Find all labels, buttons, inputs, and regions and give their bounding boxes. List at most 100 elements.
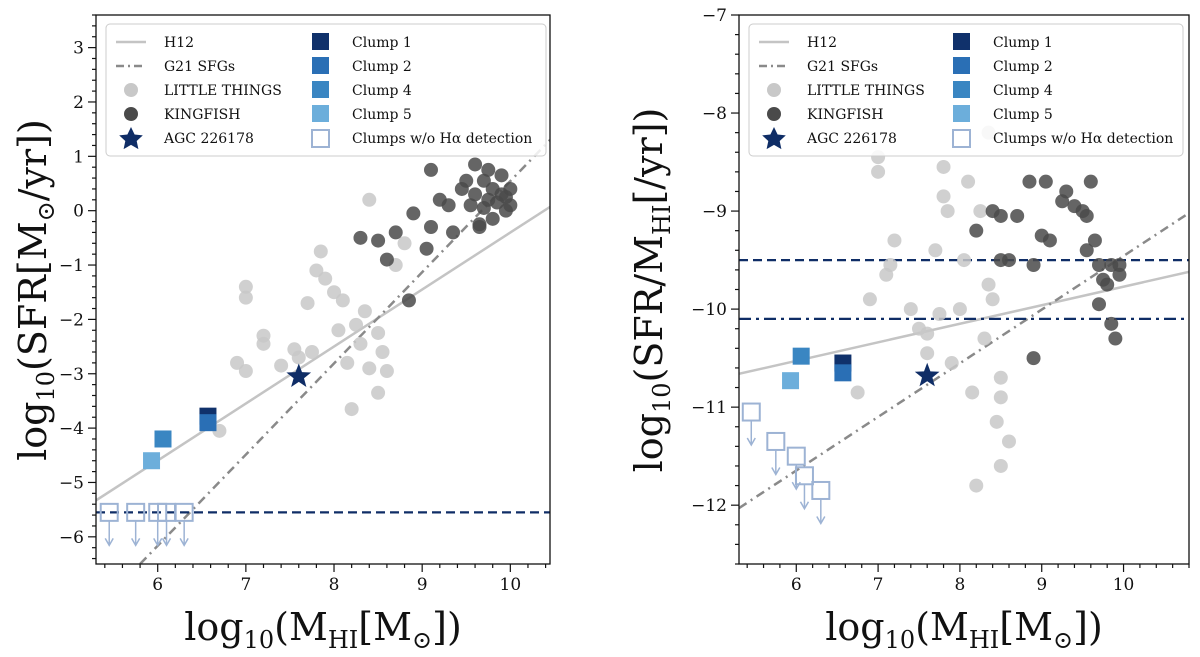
- right-little-things-point: [920, 326, 935, 341]
- left-h12-line: [96, 205, 550, 502]
- left-y-tick-label: −2: [59, 310, 84, 330]
- right-x-tick-label: 6: [791, 575, 802, 595]
- left-little-things-point: [230, 355, 245, 370]
- left-legend-little-things-marker: [124, 83, 138, 97]
- left-legend: H12 G21 SFGs LITTLE THINGS KINGFISH AGC …: [105, 23, 547, 157]
- right-legend-nodet-marker: [952, 129, 971, 148]
- right-little-things-point: [887, 233, 902, 248]
- right-little-things-point: [862, 292, 877, 307]
- left-kingfish-point: [423, 219, 438, 234]
- right-little-things-point: [977, 331, 992, 346]
- left-little-things-point: [362, 361, 377, 376]
- right-agc226178-star: [914, 362, 940, 387]
- right-little-things-point: [928, 243, 943, 258]
- right-little-things-point: [993, 370, 1008, 385]
- right-x-axis-label: log10(MHI[M⊙]): [825, 605, 1103, 653]
- left-y-tick-label: 2: [73, 93, 84, 113]
- right-little-things-point: [871, 164, 886, 179]
- left-kingfish-point: [463, 198, 478, 213]
- right-kingfish-point: [1026, 257, 1041, 272]
- right-little-things-point: [969, 478, 984, 493]
- right-x-tick-label: 7: [873, 575, 884, 595]
- left-little-things-point: [379, 364, 394, 379]
- left-legend-clump2-label: Clump 2: [352, 59, 412, 75]
- right-little-things-point: [993, 458, 1008, 473]
- left-kingfish-point: [441, 198, 456, 213]
- left-little-things-point: [291, 350, 306, 365]
- right-kingfish-point: [1026, 351, 1041, 366]
- left-legend-h12-label: H12: [164, 35, 194, 51]
- right-y-tick-label: −11: [691, 398, 727, 418]
- left-little-things-point: [331, 323, 346, 338]
- left-little-things-point: [349, 317, 364, 332]
- right-y-tick-label: −8: [702, 104, 727, 124]
- left-little-things-point: [313, 244, 328, 259]
- left-plot-data: [96, 139, 550, 564]
- left-upper-limit-arrowhead: [131, 537, 141, 547]
- left-little-things-point: [256, 336, 271, 351]
- right-y-tick-label: −10: [691, 300, 727, 320]
- right-x-tick-label: 9: [1036, 575, 1047, 595]
- left-legend-nodet-marker: [311, 129, 330, 148]
- right-little-things-point: [989, 414, 1004, 429]
- left-kingfish-point: [468, 157, 483, 172]
- right-legend-g21-label: G21 SFGs: [807, 59, 878, 75]
- left-legend-nodet-label: Clumps w/o Hα detection: [352, 131, 532, 147]
- left-legend-clump5-marker: [312, 105, 329, 122]
- left-little-things-point: [353, 336, 368, 351]
- left-legend-star-label: AGC 226178: [163, 131, 254, 147]
- right-little-things-point: [961, 174, 976, 189]
- left-kingfish-point: [494, 168, 509, 183]
- right-upper-limit-marker: [811, 480, 831, 500]
- left-kingfish-point: [481, 162, 496, 177]
- right-plot-area: [739, 125, 1189, 525]
- left-y-tick-label: −4: [59, 419, 84, 439]
- right-plot-data: [739, 125, 1189, 525]
- left-little-things-point: [309, 263, 324, 278]
- left-kingfish-point: [353, 230, 368, 245]
- left-little-things-point: [344, 402, 359, 417]
- right-clump4-marker: [792, 347, 810, 365]
- left-x-tick-label: 6: [152, 575, 163, 595]
- right-x-tick-label: 8: [954, 575, 965, 595]
- right-clump2-marker: [834, 364, 852, 382]
- right-little-things-point: [944, 356, 959, 371]
- left-little-things-point: [304, 345, 319, 360]
- left-kingfish-point: [459, 173, 474, 188]
- left-little-things-point: [238, 290, 253, 305]
- right-y-tick-label: −9: [702, 202, 727, 222]
- left-legend-clump5-label: Clump 5: [352, 107, 412, 123]
- right-legend-little-things-label: LITTLE THINGS: [807, 83, 925, 99]
- left-little-things-point: [327, 285, 342, 300]
- left-x-axis-label: log10(MHI[M⊙]): [184, 605, 462, 653]
- right-legend-kingfish-marker: [767, 107, 781, 121]
- right-y-tick-label: −7: [702, 6, 727, 26]
- right-kingfish-point: [1079, 208, 1094, 223]
- right-little-things-point: [952, 302, 967, 317]
- right-panel: 6 7 8 9 10 −12 −11 −10 −9 −8 −7 log10(SFR/MHI[/yr]…: [627, 6, 1190, 654]
- right-little-things-point: [940, 204, 955, 219]
- left-little-things-point: [357, 304, 372, 319]
- left-y-tick-label: −5: [59, 473, 84, 493]
- right-kingfish-point: [1092, 297, 1106, 312]
- right-upper-limit-marker: [786, 446, 806, 466]
- left-clump5-marker: [143, 452, 161, 470]
- right-kingfish-point: [1010, 208, 1025, 223]
- right-kingfish-point: [1092, 257, 1106, 272]
- left-legend-clump4-label: Clump 4: [352, 83, 412, 99]
- right-little-things-point: [985, 292, 1000, 307]
- right-little-things-point: [883, 257, 898, 272]
- right-little-things-point: [1002, 434, 1016, 449]
- right-kingfish-point: [1112, 267, 1127, 282]
- left-upper-limit-arrowhead: [104, 537, 114, 547]
- right-legend-clump4-marker: [953, 81, 970, 98]
- left-legend-little-things-label: LITTLE THINGS: [164, 83, 282, 99]
- left-agc226178-star: [286, 363, 312, 387]
- right-kingfish-point: [993, 253, 1008, 268]
- right-legend-star-marker: [762, 127, 786, 150]
- right-kingfish-point: [1079, 243, 1094, 258]
- left-y-tick-label: 0: [73, 202, 84, 222]
- left-legend-clump1-label: Clump 1: [352, 35, 412, 51]
- left-kingfish-point: [423, 162, 438, 177]
- right-legend-kingfish-label: KINGFISH: [807, 107, 883, 123]
